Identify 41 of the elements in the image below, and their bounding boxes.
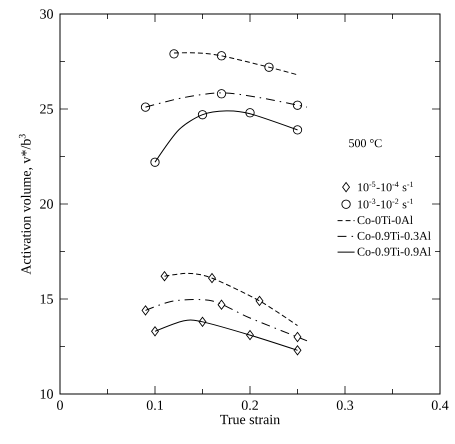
point (160, 271, 168, 282)
legend-label: Co-0.9Ti-0.3Al (358, 232, 431, 240)
y-tick-label: 25 (40, 104, 53, 114)
point (246, 330, 254, 340)
x-axis-title: True strain (220, 414, 280, 424)
point (292, 125, 302, 135)
legend-label: 10$^{-3}$-10$^{-2}$ s$^{-1}$ (358, 198, 414, 208)
point (256, 296, 264, 306)
y-axis-title: Activation volume, v*/b$^{3}$ (18, 134, 33, 275)
point (208, 273, 216, 284)
point (142, 305, 150, 316)
annotation: 500 °C (349, 139, 382, 148)
legend-label: Co-0.9Ti-0.9Al (358, 247, 431, 256)
point (140, 102, 150, 112)
point (218, 300, 226, 310)
x-tick-label: 0.2 (242, 400, 258, 410)
point (294, 345, 302, 356)
point (151, 326, 159, 336)
point (264, 62, 274, 72)
point (198, 110, 208, 120)
line-series (154, 110, 298, 163)
point (294, 332, 302, 342)
y-tick-label: 30 (40, 9, 53, 19)
line-series (164, 272, 298, 326)
y-tick-label: 15 (40, 294, 53, 304)
point (198, 316, 206, 327)
legend-label: 10$^{-5}$-10$^{-4}$ s$^{-1}$ (358, 182, 414, 192)
x-tick-label: 0.4 (432, 400, 449, 410)
y-tick-label: 20 (40, 199, 53, 209)
legend-label: Co-0Ti-0Al (358, 216, 413, 224)
point (216, 89, 226, 98)
y-tick-label: 10 (40, 389, 53, 399)
x-tick-label: 0 (57, 400, 63, 410)
point (245, 108, 255, 118)
point (292, 100, 302, 110)
x-tick-label: 0.3 (336, 400, 354, 410)
line-series (174, 52, 298, 76)
point (150, 158, 160, 167)
x-tick-label: 0.1 (146, 400, 163, 410)
point (169, 49, 179, 59)
point (216, 51, 226, 60)
